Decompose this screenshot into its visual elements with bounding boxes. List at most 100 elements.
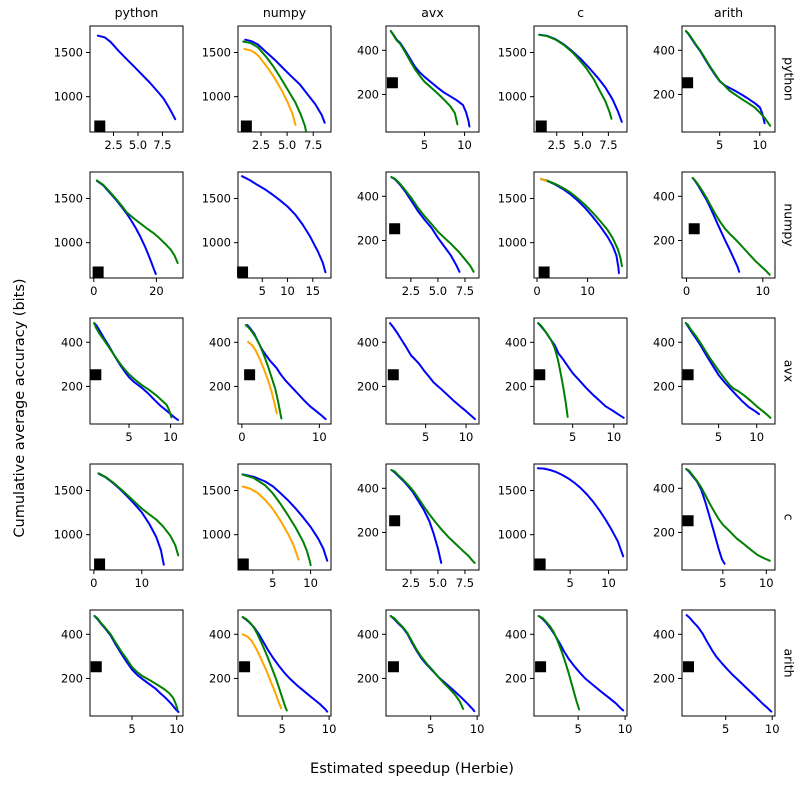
orange-series-line bbox=[241, 485, 300, 561]
black-square-marker bbox=[535, 661, 547, 673]
y-tick-label: 400 bbox=[357, 43, 379, 57]
y-tick-label: 400 bbox=[209, 335, 231, 349]
subplot-arith-c: 200 400 5 10 bbox=[505, 609, 632, 736]
green-series-line bbox=[93, 615, 179, 711]
y-tick-label: 1000 bbox=[202, 528, 231, 542]
x-tick-label: 10 bbox=[759, 576, 774, 590]
x-axis-label: Estimated speedup (Herbie) bbox=[310, 761, 514, 777]
green-series-line bbox=[685, 468, 771, 562]
subplot-c-avx: 200 400 2.5 5.0 7.5 bbox=[357, 463, 480, 590]
axes-frame bbox=[237, 171, 332, 279]
black-square-marker bbox=[386, 77, 398, 89]
y-tick-label: 200 bbox=[357, 233, 379, 247]
y-tick-label: 200 bbox=[505, 671, 527, 685]
x-tick-label: 10 bbox=[470, 722, 485, 736]
axes-frame bbox=[533, 25, 628, 133]
y-tick-label: 200 bbox=[653, 87, 675, 101]
x-tick-label: 5.0 bbox=[429, 284, 447, 298]
x-tick-label: 7.5 bbox=[599, 138, 617, 152]
axes-frame bbox=[237, 463, 332, 571]
black-square-marker bbox=[683, 661, 695, 673]
subplot-c-c: 1000 1500 5 10 bbox=[498, 463, 628, 590]
y-tick-label: 1000 bbox=[498, 528, 527, 542]
y-tick-label: 400 bbox=[653, 627, 675, 641]
y-tick-label: 400 bbox=[653, 189, 675, 203]
y-tick-label: 200 bbox=[209, 671, 231, 685]
black-square-marker bbox=[240, 120, 252, 132]
x-tick-label: 2.5 bbox=[548, 138, 566, 152]
green-series-line bbox=[244, 324, 283, 420]
y-tick-label: 200 bbox=[357, 671, 379, 685]
row-label-arith: arith bbox=[781, 648, 797, 678]
x-tick-label: 2.5 bbox=[252, 138, 270, 152]
subplot-arith-arith: 200 400 5 10 bbox=[653, 609, 780, 736]
subplot-avx-numpy: 200 400 0 10 bbox=[209, 317, 332, 444]
x-tick-label: 10 bbox=[618, 722, 633, 736]
x-tick-label: 0 bbox=[683, 284, 690, 298]
x-tick-label: 0 bbox=[533, 284, 540, 298]
y-tick-label: 400 bbox=[357, 481, 379, 495]
x-tick-label: 5.0 bbox=[278, 138, 296, 152]
x-tick-label: 5 bbox=[716, 138, 723, 152]
green-series-line bbox=[389, 30, 459, 126]
x-tick-label: 10 bbox=[752, 138, 767, 152]
subplot-python-arith: arith 200 400 5 10 bbox=[653, 5, 776, 152]
y-tick-label: 1500 bbox=[54, 484, 83, 498]
y-tick-label: 200 bbox=[357, 87, 379, 101]
black-square-marker bbox=[387, 661, 399, 673]
green-series-line bbox=[537, 322, 569, 418]
black-square-marker bbox=[389, 515, 401, 527]
y-tick-label: 400 bbox=[209, 627, 231, 641]
y-axis-label: Cumulative average accuracy (bits) bbox=[12, 278, 28, 538]
green-series-line bbox=[97, 472, 180, 557]
y-tick-label: 1500 bbox=[202, 484, 231, 498]
axes-frame bbox=[89, 171, 184, 279]
green-series-line bbox=[538, 33, 613, 120]
subplot-arith-python: 200 400 5 10 bbox=[61, 609, 184, 736]
subplot-c-python: 1000 1500 0 10 bbox=[54, 463, 184, 590]
x-tick-label: 5 bbox=[719, 576, 726, 590]
black-square-marker bbox=[92, 266, 104, 278]
x-tick-label: 5 bbox=[125, 430, 132, 444]
y-tick-label: 1000 bbox=[498, 236, 527, 250]
row-label-python: python bbox=[781, 57, 797, 101]
x-tick-label: 5 bbox=[278, 722, 285, 736]
subplot-arith-numpy: 200 400 5 10 bbox=[209, 609, 336, 736]
black-square-marker bbox=[682, 369, 694, 381]
blue-series-line bbox=[685, 614, 773, 713]
blue-series-line bbox=[244, 38, 326, 124]
black-square-marker bbox=[688, 223, 700, 235]
blue-series-line bbox=[96, 34, 177, 121]
x-tick-label: 7.5 bbox=[153, 138, 171, 152]
blue-series-line bbox=[389, 322, 476, 421]
green-series-line bbox=[95, 179, 179, 264]
green-series-line bbox=[684, 322, 772, 419]
black-square-marker bbox=[534, 369, 546, 381]
black-square-marker bbox=[90, 661, 102, 673]
subplot-grid: python 1000 1500 2.5 5.0 7.5 numpy 1000 1500 2.5 5… bbox=[35, 0, 780, 736]
y-tick-label: 200 bbox=[61, 379, 83, 393]
subplot-python-numpy: numpy 1000 1500 2.5 5.0 7.5 bbox=[202, 5, 332, 152]
subplot-numpy-numpy: 1000 1500 5 10 15 bbox=[202, 171, 332, 298]
subplot-python-python: python 1000 1500 2.5 5.0 7.5 bbox=[54, 5, 184, 152]
y-tick-label: 400 bbox=[653, 43, 675, 57]
orange-series-line bbox=[241, 633, 283, 710]
green-series-line bbox=[93, 322, 173, 419]
axes-frame bbox=[681, 317, 776, 425]
black-square-marker bbox=[244, 369, 256, 381]
y-tick-label: 200 bbox=[505, 379, 527, 393]
black-square-marker bbox=[534, 558, 546, 570]
axes-frame bbox=[89, 463, 184, 571]
y-tick-label: 1500 bbox=[202, 46, 231, 60]
y-tick-label: 400 bbox=[505, 627, 527, 641]
y-tick-label: 400 bbox=[357, 335, 379, 349]
black-square-marker bbox=[538, 266, 550, 278]
green-series-line bbox=[685, 30, 772, 127]
x-tick-label: 10 bbox=[163, 430, 178, 444]
x-tick-label: 5 bbox=[421, 138, 428, 152]
subplot-numpy-avx: 200 400 2.5 5.0 7.5 bbox=[357, 171, 480, 298]
subplot-python-avx: avx 200 400 5 10 bbox=[357, 5, 480, 152]
y-tick-label: 1000 bbox=[54, 528, 83, 542]
black-square-marker bbox=[94, 120, 106, 132]
